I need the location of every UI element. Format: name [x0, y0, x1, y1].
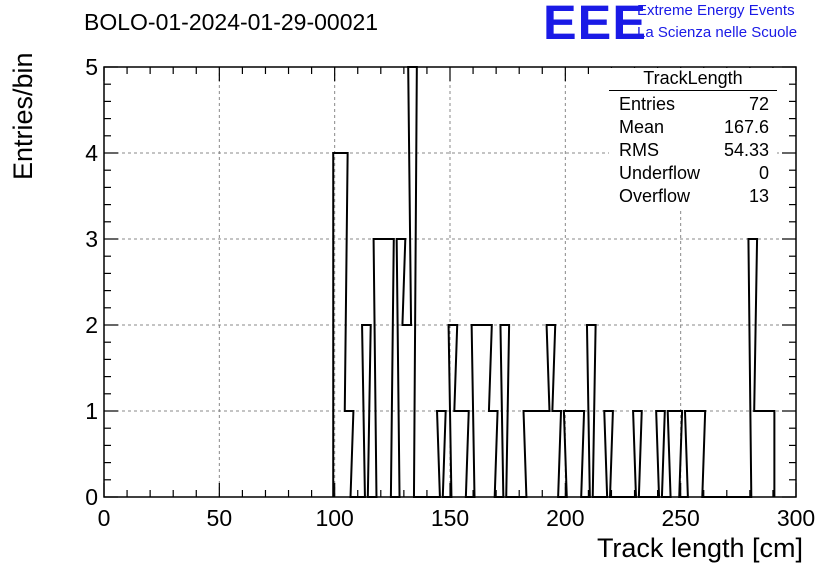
y-axis-label: Entries/bin: [8, 52, 38, 180]
stats-row: Overflow 13: [609, 185, 777, 208]
x-tick-label: 100: [315, 505, 353, 531]
x-tick-label: 200: [546, 505, 584, 531]
stats-row: Underflow 0: [609, 162, 777, 185]
x-tick-label: 250: [661, 505, 699, 531]
stats-box: TrackLength Entries 72 Mean 167.6 RMS 54…: [609, 68, 777, 208]
y-tick-label: 1: [85, 398, 98, 424]
x-tick-label: 300: [777, 505, 815, 531]
stats-value: 0: [758, 163, 769, 183]
x-tick-label: 150: [431, 505, 469, 531]
x-tick-label: 0: [98, 505, 111, 531]
stats-box-title: TrackLength: [609, 68, 777, 91]
stats-row: RMS 54.33: [609, 139, 777, 162]
stats-value: 13: [748, 186, 769, 206]
stats-row: Mean 167.6: [609, 116, 777, 139]
stats-value: 54.33: [723, 140, 769, 160]
x-axis-label: Track length [cm]: [596, 533, 803, 563]
histogram-line: [332, 66, 776, 498]
stats-value: 167.6: [723, 117, 769, 137]
stats-label: Mean: [619, 117, 665, 137]
stats-label: Underflow: [619, 163, 701, 183]
y-tick-label: 4: [85, 140, 98, 166]
stats-label: RMS: [619, 140, 659, 160]
y-tick-label: 0: [85, 484, 98, 510]
chart-title: BOLO-01-2024-01-29-00021: [84, 9, 379, 35]
stats-label: Entries: [619, 94, 676, 114]
y-tick-label: 5: [85, 54, 98, 80]
x-tick-label: 50: [207, 505, 233, 531]
stats-label: Overflow: [619, 186, 691, 206]
logo-line-2: La Scienza nelle Scuole: [637, 24, 798, 41]
y-tick-label: 2: [85, 312, 98, 338]
logo-line-1: Extreme Energy Events: [637, 2, 795, 19]
eee-logo: EEE: [543, 0, 647, 50]
stats-value: 72: [748, 94, 769, 114]
stats-row: Entries 72: [609, 93, 777, 116]
y-tick-label: 3: [85, 226, 98, 252]
